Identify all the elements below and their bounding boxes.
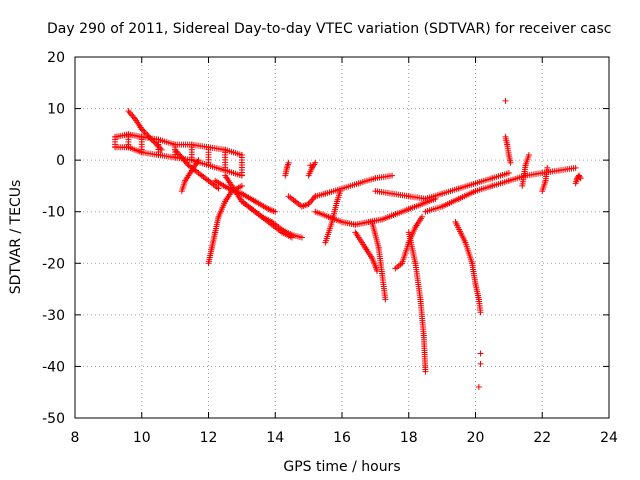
series-track-20 (519, 151, 532, 189)
series-track-16 (372, 170, 512, 202)
data-point (141, 129, 148, 136)
data-point (155, 151, 162, 158)
x-axis-ticks: 8 10 12 14 16 18 20 22 24 (71, 57, 618, 446)
y-tick-label: 20 (47, 50, 65, 66)
data-point (505, 170, 512, 177)
data-point (144, 132, 151, 139)
y-tick-label: -40 (42, 359, 65, 375)
data-point (572, 164, 579, 171)
data-point (502, 97, 509, 104)
data-point (238, 182, 245, 189)
data-point (477, 309, 484, 316)
data-point (195, 157, 202, 164)
x-tick-label: 18 (400, 430, 418, 446)
data-point (112, 143, 119, 150)
data-point (312, 159, 319, 166)
x-tick-label: 12 (200, 430, 218, 446)
data-point (125, 143, 132, 150)
series-track-12 (352, 229, 381, 275)
x-tick-label: 16 (333, 430, 351, 446)
data-point (148, 136, 155, 143)
series-track-7 (282, 159, 292, 179)
x-tick-label: 24 (600, 430, 618, 446)
data-point (143, 130, 150, 137)
data-point (309, 196, 316, 203)
data-point (125, 108, 132, 115)
x-tick-label: 22 (533, 430, 551, 446)
band-fill (112, 131, 245, 178)
data-point (285, 159, 292, 166)
x-tick-label: 14 (266, 430, 284, 446)
data-point (215, 185, 222, 192)
series-track-19 (502, 133, 514, 166)
series-track-5 (212, 177, 279, 215)
data-point (172, 154, 179, 161)
series-isolated (307, 97, 509, 391)
series-track-2 (178, 157, 202, 195)
series-track-11 (322, 188, 344, 246)
series-track-18 (452, 219, 484, 316)
series-track-8 (285, 172, 396, 210)
data-point (298, 234, 305, 241)
x-tick-label: 8 (71, 430, 80, 446)
x-tick-label: 20 (467, 430, 485, 446)
data-point (389, 172, 396, 179)
series-track-1 (172, 146, 222, 192)
data-point (419, 213, 426, 220)
data-point (288, 234, 295, 241)
y-tick-label: -30 (42, 308, 65, 324)
chart-title: Day 290 of 2011, Sidereal Day-to-day VTE… (47, 21, 611, 37)
data-point (475, 384, 482, 391)
grid-lines (75, 57, 609, 418)
data-point (525, 151, 532, 158)
data-point (138, 126, 145, 133)
data-point (222, 166, 229, 173)
data-point (337, 188, 344, 195)
data-point (477, 350, 484, 357)
series-track-21 (539, 164, 551, 195)
series-track-6 (238, 198, 295, 241)
series-track-9 (305, 159, 319, 179)
data-point (138, 148, 145, 155)
y-tick-label: 0 (56, 153, 65, 169)
data-point (422, 368, 429, 375)
series-track-15 (405, 229, 429, 375)
x-tick-label: 10 (133, 430, 151, 446)
y-tick-label: 10 (47, 102, 65, 118)
y-axis-ticks: -50 -40 -30 -20 -10 0 10 20 (42, 50, 609, 427)
data-point (307, 162, 314, 169)
series-track-13 (369, 219, 389, 303)
data-point (140, 127, 147, 134)
y-tick-label: -20 (42, 256, 65, 272)
data-point (205, 161, 212, 168)
data-point (129, 112, 136, 119)
data-point (188, 156, 195, 163)
data-point (576, 173, 583, 180)
data-point (507, 159, 514, 166)
data-points (112, 97, 584, 391)
data-point (308, 197, 315, 204)
y-tick-label: -50 (42, 411, 65, 427)
series-track-0 (125, 108, 165, 153)
data-point (128, 111, 135, 118)
data-point (544, 164, 551, 171)
data-point (272, 208, 279, 215)
data-point (150, 137, 157, 144)
x-axis-label: GPS time / hours (283, 459, 400, 475)
data-point (145, 133, 152, 140)
y-axis-label: SDTVAR / TECUs (8, 180, 24, 295)
data-point (382, 296, 389, 303)
data-point (477, 360, 484, 367)
data-point (147, 135, 154, 142)
data-point (238, 171, 245, 178)
y-tick-label: -10 (42, 205, 65, 221)
series-track-22 (572, 172, 584, 187)
data-point (126, 109, 133, 116)
data-point (577, 175, 584, 182)
